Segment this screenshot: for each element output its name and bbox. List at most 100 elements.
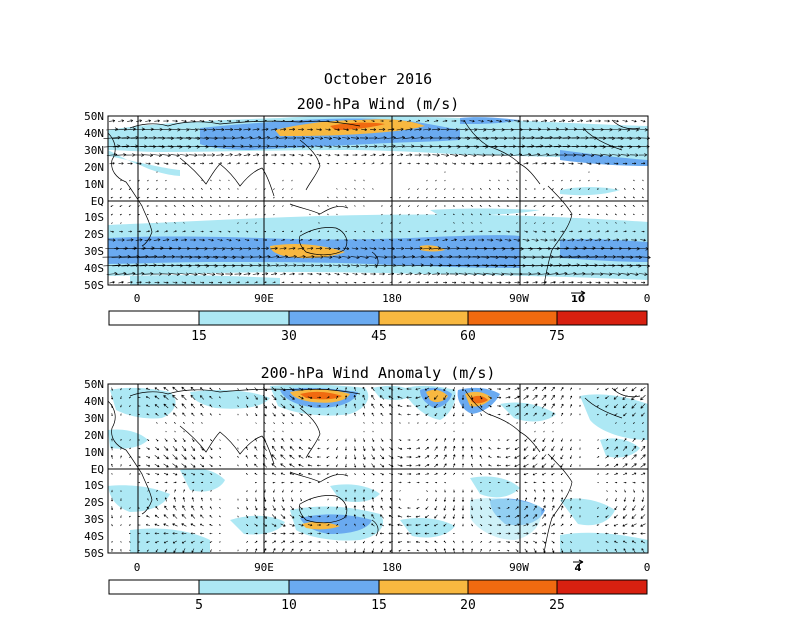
wind-vector (206, 127, 216, 132)
wind-vector (155, 473, 160, 476)
wind-vector (179, 272, 189, 276)
wind-vector (182, 412, 186, 417)
wind-vector (504, 238, 512, 242)
wind-vector (425, 506, 429, 510)
lat-label: 40S (84, 530, 104, 543)
wind-vector (174, 422, 176, 424)
wind-vector (629, 153, 639, 157)
wind-vector (190, 162, 196, 165)
wind-vector (444, 171, 446, 173)
wind-vector (363, 205, 365, 207)
wind-vector (190, 532, 196, 535)
wind-vector (632, 188, 635, 190)
wind-vector (163, 403, 169, 409)
wind-vector (333, 247, 341, 251)
wind-vector (597, 179, 599, 182)
wind-vector (307, 405, 313, 408)
wind-vector (154, 532, 160, 535)
wind-vector (605, 524, 609, 527)
wind-vector (460, 238, 466, 242)
wind-vector (156, 497, 158, 502)
wind-vector (307, 153, 313, 157)
wind-vector (308, 481, 312, 484)
wind-vector (298, 387, 304, 391)
wind-vector (642, 430, 644, 433)
wind-vector (200, 412, 204, 417)
wind-vector (269, 263, 279, 267)
wind-vector (333, 136, 342, 140)
figure-date-title: October 2016 (324, 70, 432, 88)
wind-vector (522, 238, 530, 242)
wind-vector (219, 515, 221, 518)
wind-vector (407, 413, 411, 416)
wind-vector (289, 532, 295, 535)
wind-vector (192, 430, 194, 433)
wind-vector (641, 505, 645, 511)
wind-vector (296, 263, 306, 268)
wind-vector (156, 222, 158, 224)
wind-vector (336, 490, 338, 492)
wind-vector (111, 489, 113, 493)
wind-vector (534, 222, 536, 224)
wind-vector (209, 395, 213, 400)
wind-vector (614, 413, 618, 416)
wind-vector (479, 473, 483, 475)
wind-vector (261, 272, 269, 276)
wind-vector (498, 179, 500, 182)
wind-vector (380, 505, 384, 511)
wind-vector (325, 128, 331, 131)
wind-vector (353, 386, 356, 391)
wind-vector (371, 446, 375, 452)
wind-vector (289, 272, 295, 276)
wind-vector (308, 447, 312, 450)
wind-vector (237, 515, 239, 518)
wind-vector (165, 179, 167, 182)
wind-vector (209, 524, 213, 526)
wind-vector (289, 463, 295, 468)
wind-vector (397, 387, 403, 390)
wind-vector (201, 188, 203, 190)
wind-vector (515, 413, 519, 416)
wind-vector (296, 136, 306, 140)
wind-vector (462, 222, 464, 224)
wind-vector (354, 540, 356, 544)
wind-vector (480, 222, 482, 224)
wind-vector (613, 463, 619, 468)
wind-vector (145, 162, 151, 165)
wind-vector (496, 396, 502, 399)
wind-vector (353, 497, 357, 502)
wind-vector (172, 403, 178, 409)
wind-vector (183, 430, 185, 433)
wind-vector (353, 395, 357, 400)
wind-vector (488, 524, 492, 527)
wind-vector (110, 446, 113, 451)
wind-vector (435, 188, 437, 190)
wind-vector (585, 238, 593, 242)
wind-vector (397, 532, 403, 535)
wind-vector (245, 515, 249, 519)
wind-vector (163, 463, 169, 468)
wind-vector (255, 188, 257, 190)
wind-vector (632, 481, 636, 484)
wind-vector (638, 127, 648, 132)
wind-vector (342, 144, 350, 149)
wind-vector (254, 119, 258, 122)
wind-vector (109, 162, 115, 165)
wind-vector (191, 213, 194, 216)
wind-vector (451, 238, 457, 242)
wind-vector (236, 120, 241, 123)
wind-vector (128, 188, 132, 190)
wind-vector (370, 128, 377, 131)
wind-vector (523, 119, 530, 123)
colorbar-tick: 30 (281, 329, 297, 344)
wind-vector (434, 532, 438, 535)
wind-vector (173, 230, 177, 233)
wind-vector (399, 490, 401, 492)
wind-vector (218, 281, 223, 284)
wind-vector (493, 272, 505, 276)
wind-vector (434, 472, 438, 475)
wind-vector (273, 213, 275, 216)
wind-vector (371, 438, 375, 442)
wind-vector (128, 524, 131, 526)
wind-vector (523, 463, 529, 468)
